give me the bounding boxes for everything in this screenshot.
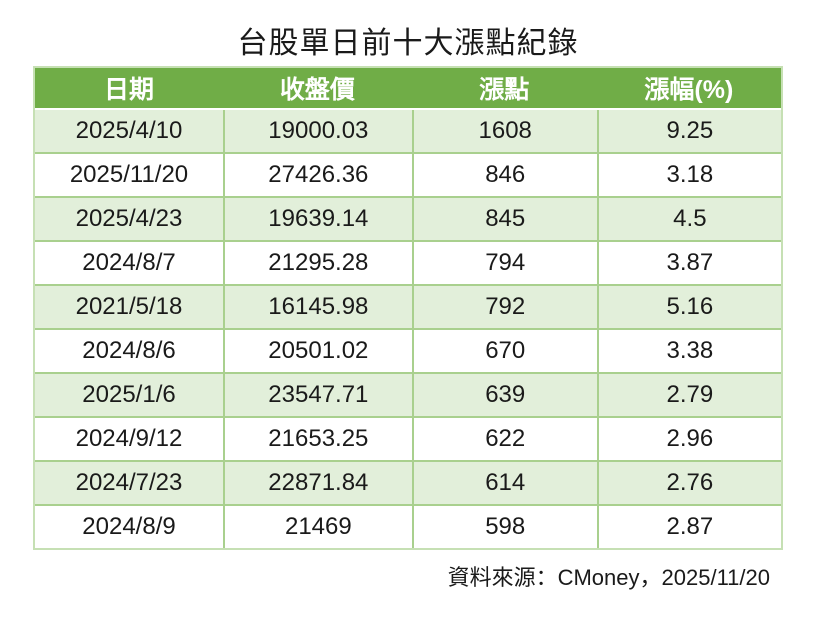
table-cell: 2.79 (596, 372, 781, 416)
page-title: 台股單日前十大漲點紀錄 (237, 27, 579, 60)
table-cell: 21653.25 (222, 416, 412, 460)
table-cell: 2025/11/20 (35, 152, 223, 196)
top-gains-table: 日期 收盤價 漲點 漲幅(%) 2025/4/10 19000.03 1608 9.25 20… (33, 66, 783, 550)
table-cell: 2.76 (596, 460, 781, 504)
table-cell: 598 (411, 504, 597, 548)
table-row: 2021/5/18 16145.98 792 5.16 (35, 284, 781, 328)
table-cell: 20501.02 (222, 328, 412, 372)
table-cell: 2024/7/23 (35, 460, 223, 504)
table-cell: 19639.14 (222, 196, 412, 240)
column-header-1: 收盤價 (222, 68, 412, 110)
table-cell: 22871.84 (222, 460, 412, 504)
source-note: 資料來源：CMoney，2025/11/20 (447, 565, 770, 590)
table-row: 2025/1/6 23547.71 639 2.79 (35, 372, 781, 416)
table-cell: 2024/9/12 (35, 416, 223, 460)
table-cell: 23547.71 (222, 372, 412, 416)
table-row: 2025/4/10 19000.03 1608 9.25 (35, 110, 781, 152)
table-cell: 21295.28 (222, 240, 412, 284)
table-row: 2024/8/7 21295.28 794 3.87 (35, 240, 781, 284)
table-cell: 639 (411, 372, 597, 416)
column-header-2: 漲點 (411, 68, 597, 110)
table-cell: 27426.36 (222, 152, 412, 196)
table-cell: 3.38 (596, 328, 781, 372)
table-cell: 622 (411, 416, 597, 460)
table-cell: 3.18 (596, 152, 781, 196)
column-header-3: 漲幅(%) (596, 68, 781, 110)
table-cell: 2025/4/10 (35, 110, 223, 152)
table-cell: 845 (411, 196, 597, 240)
table-cell: 2025/4/23 (35, 196, 223, 240)
table-row: 2024/8/9 21469 598 2.87 (35, 504, 781, 548)
table-header: 日期 收盤價 漲點 漲幅(%) (35, 68, 781, 110)
table-cell: 2024/8/6 (35, 328, 223, 372)
table-cell: 846 (411, 152, 597, 196)
table-cell: 2.87 (596, 504, 781, 548)
table-cell: 794 (411, 240, 597, 284)
table-cell: 2025/1/6 (35, 372, 223, 416)
table-cell: 2024/8/7 (35, 240, 223, 284)
table-row: 2025/11/20 27426.36 846 3.18 (35, 152, 781, 196)
table-row: 2024/9/12 21653.25 622 2.96 (35, 416, 781, 460)
table-row: 2025/4/23 19639.14 845 4.5 (35, 196, 781, 240)
table-cell: 792 (411, 284, 597, 328)
table-header-row: 日期 收盤價 漲點 漲幅(%) (35, 68, 781, 110)
table-cell: 4.5 (596, 196, 781, 240)
table-cell: 670 (411, 328, 597, 372)
table-cell: 2021/5/18 (35, 284, 223, 328)
table-cell: 2.96 (596, 416, 781, 460)
table-cell: 1608 (411, 110, 597, 152)
table-cell: 9.25 (596, 110, 781, 152)
table-body: 2025/4/10 19000.03 1608 9.25 2025/11/20 27426… (35, 110, 781, 548)
table-row: 2024/7/23 22871.84 614 2.76 (35, 460, 781, 504)
table-cell: 2024/8/9 (35, 504, 223, 548)
table-cell: 21469 (222, 504, 412, 548)
table-cell: 19000.03 (222, 110, 412, 152)
table-cell: 614 (411, 460, 597, 504)
table-row: 2024/8/6 20501.02 670 3.38 (35, 328, 781, 372)
table-cell: 5.16 (596, 284, 781, 328)
table-cell: 16145.98 (222, 284, 412, 328)
table-cell: 3.87 (596, 240, 781, 284)
column-header-0: 日期 (35, 68, 223, 110)
